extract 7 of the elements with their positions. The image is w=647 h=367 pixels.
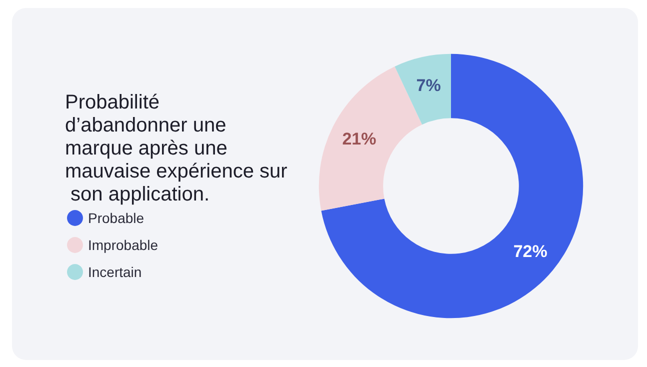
text: Probabilité d’abandonner une marque après une mauvaise expérience sur son application. <box>65 92 288 206</box>
legend-label: Probable <box>88 210 144 226</box>
legend-label: Improbable <box>88 237 158 253</box>
data-label: 7% <box>416 76 441 95</box>
data-label: 21% <box>342 130 376 149</box>
legend-label: Incertain <box>88 264 142 280</box>
data-label: 72% <box>513 242 548 262</box>
